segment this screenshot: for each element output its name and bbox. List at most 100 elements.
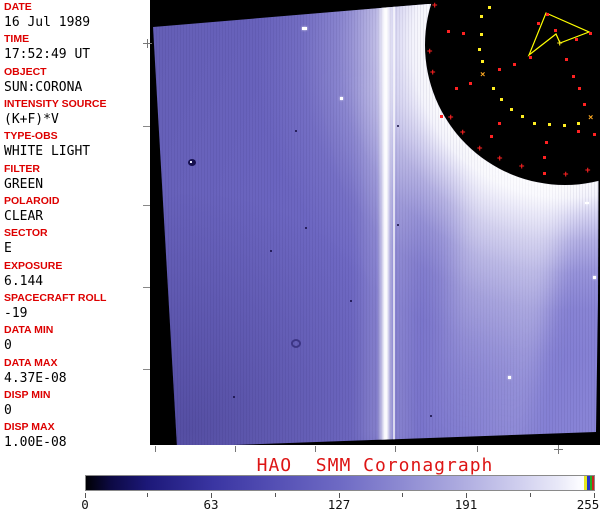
- intensity-colorbar[interactable]: [85, 475, 595, 491]
- field-value: SUN:CORONA: [4, 79, 83, 95]
- fiducial-sq-mark: [548, 123, 551, 126]
- fiducial-plus-mark: +: [477, 144, 483, 154]
- fiducial-plus-mark: +: [432, 1, 438, 11]
- metadata-sidebar: DATE 16 Jul 1989 TIME 17:52:49 UT OBJECT SUN:…: [0, 0, 150, 450]
- fiducial-sq-mark: [500, 98, 503, 101]
- fiducial-plus-mark: +: [557, 39, 563, 49]
- bottom-axis-tick: [155, 446, 156, 452]
- fiducial-sq-mark: [440, 115, 443, 118]
- star-dot: [593, 276, 596, 279]
- fiducial-sq-mark: [577, 130, 580, 133]
- bottom-axis-tick: [235, 446, 236, 452]
- field-value: GREEN: [4, 176, 44, 192]
- fiducial-plus-mark: +: [585, 166, 591, 176]
- field-value: WHITE LIGHT: [4, 144, 91, 160]
- star-dot: [508, 376, 511, 379]
- dust-speck: [305, 227, 307, 229]
- fiducial-x-mark: ×: [480, 70, 486, 80]
- fiducial-plus-mark: +: [448, 113, 454, 123]
- bottom-axis-tick: [315, 446, 316, 452]
- fiducial-sq-mark: [554, 29, 557, 32]
- metadata-field: EXPOSURE 6.144: [4, 259, 150, 289]
- field-label: DATE: [4, 1, 32, 13]
- fiducial-sq-mark: [546, 13, 549, 16]
- field-label: INTENSITY SOURCE: [4, 97, 107, 110]
- fiducial-sq-mark: [593, 133, 596, 136]
- colorbar-overlay-stripe: [587, 476, 590, 490]
- fiducial-plus-mark: +: [563, 170, 569, 180]
- fiducial-sq-mark: [498, 122, 501, 125]
- fiducial-sq-mark: [447, 30, 450, 33]
- colorbar-tick-label: 255: [576, 497, 600, 512]
- metadata-field: DATE 16 Jul 1989: [4, 1, 150, 31]
- field-label: DISP MIN: [4, 388, 51, 401]
- fiducial-sq-mark: [510, 108, 513, 111]
- field-value: 0: [4, 338, 12, 354]
- field-label: DATA MAX: [4, 356, 58, 369]
- fiducial-sq-mark: [478, 48, 481, 51]
- metadata-field: POLAROID CLEAR: [4, 194, 150, 224]
- fiducial-plus-mark: +: [460, 128, 466, 138]
- field-value: (K+F)*V: [4, 111, 59, 127]
- plus-marker: [143, 39, 152, 48]
- left-axis-tick: [143, 126, 150, 127]
- fiducial-sq-mark: [498, 68, 501, 71]
- field-value: 6.144: [4, 273, 44, 289]
- fiducial-sq-mark: [469, 82, 472, 85]
- fiducial-sq-mark: [462, 32, 465, 35]
- colorbar-overlay-stripe: [590, 476, 592, 490]
- metadata-field: SECTOR E: [4, 227, 150, 257]
- colorbar-tick-label: 0: [81, 497, 89, 512]
- bottom-axis-tick: [395, 446, 396, 452]
- field-value: -19: [4, 305, 28, 321]
- dust-speck: [430, 415, 432, 417]
- field-value: 4.37E-08: [4, 370, 67, 386]
- dust-speck: [233, 396, 235, 398]
- colorbar-minor-tick: [402, 493, 403, 497]
- field-label: SPACECRAFT ROLL: [4, 291, 107, 304]
- colorbar-tick-label: 63: [203, 497, 219, 512]
- colorbar-major-tick: [594, 493, 595, 498]
- plus-marker: [554, 445, 563, 454]
- coronagraph-display[interactable]: + + + + + + + + + + + × ×: [150, 0, 600, 445]
- field-label: SECTOR: [4, 227, 48, 240]
- left-axis-tick: [143, 287, 150, 288]
- dust-speck: [295, 130, 297, 132]
- metadata-field: TIME 17:52:49 UT: [4, 34, 150, 63]
- field-value: E: [4, 241, 12, 257]
- metadata-field: OBJECT SUN:CORONA: [4, 65, 150, 95]
- fiducial-sq-mark: [575, 38, 578, 41]
- fiducial-sq-mark: [513, 63, 516, 66]
- dust-speck: [397, 224, 399, 226]
- fiducial-plus-mark: +: [427, 47, 433, 57]
- fiducial-sq-mark: [480, 33, 483, 36]
- colorbar-minor-tick: [275, 493, 276, 497]
- yellow-polygon-annotation: [527, 12, 591, 57]
- field-label: POLAROID: [4, 194, 60, 207]
- fiducial-x-mark: ×: [588, 113, 594, 123]
- colorbar-tick-label: 127: [327, 497, 351, 512]
- fiducial-sq-mark: [565, 58, 568, 61]
- colorbar-tick-label: 191: [454, 497, 478, 512]
- vertical-streak: [377, 1, 394, 445]
- field-value: 16 Jul 1989: [4, 15, 91, 30]
- field-label: DATA MIN: [4, 324, 54, 337]
- annotation-overlay: + + + + + + + + + + + × ×: [150, 0, 600, 445]
- colorbar-major-tick: [85, 493, 86, 498]
- metadata-field: DISP MIN 0: [4, 388, 150, 418]
- field-label: EXPOSURE: [4, 259, 63, 272]
- vertical-streak-secondary: [393, 1, 395, 445]
- star-dot: [302, 27, 307, 30]
- field-label: OBJECT: [4, 65, 47, 78]
- metadata-field: FILTER GREEN: [4, 163, 150, 192]
- fiducial-sq-mark: [545, 141, 548, 144]
- dust-speck: [270, 250, 272, 252]
- field-value: CLEAR: [4, 208, 44, 224]
- fiducial-plus-mark: +: [430, 68, 436, 78]
- fiducial-sq-mark: [481, 60, 484, 63]
- metadata-field: INTENSITY SOURCE (K+F)*V: [4, 97, 150, 127]
- fiducial-sq-mark: [492, 87, 495, 90]
- dust-speck: [188, 159, 196, 166]
- left-axis-tick: [143, 369, 150, 370]
- colorbar-minor-tick: [147, 493, 148, 497]
